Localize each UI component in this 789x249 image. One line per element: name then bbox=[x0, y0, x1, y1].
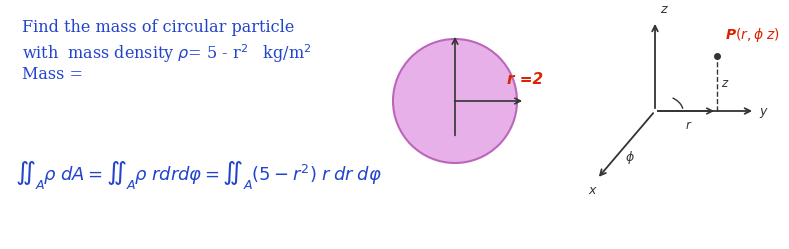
Text: r =2: r =2 bbox=[507, 71, 543, 86]
Circle shape bbox=[393, 39, 517, 163]
Text: $\bfit{P}$$(r, \phi\; z)$: $\bfit{P}$$(r, \phi\; z)$ bbox=[725, 26, 780, 44]
Text: $\phi$: $\phi$ bbox=[625, 149, 635, 166]
Text: $\iint_A \rho \; dA = \iint_A \rho \; rdrd\varphi = \iint_A (5-r^2) \; r \; dr \: $\iint_A \rho \; dA = \iint_A \rho \; rd… bbox=[15, 159, 382, 191]
Text: x: x bbox=[589, 184, 596, 197]
Text: Mass =: Mass = bbox=[22, 66, 83, 83]
Text: r: r bbox=[686, 119, 690, 132]
Text: Find the mass of circular particle: Find the mass of circular particle bbox=[22, 19, 294, 36]
Text: z: z bbox=[660, 3, 667, 16]
Text: z: z bbox=[721, 77, 727, 90]
Text: with  mass density $\rho$= 5 - r$^2$   kg/m$^2$: with mass density $\rho$= 5 - r$^2$ kg/m… bbox=[22, 42, 312, 65]
Text: y: y bbox=[759, 105, 766, 118]
